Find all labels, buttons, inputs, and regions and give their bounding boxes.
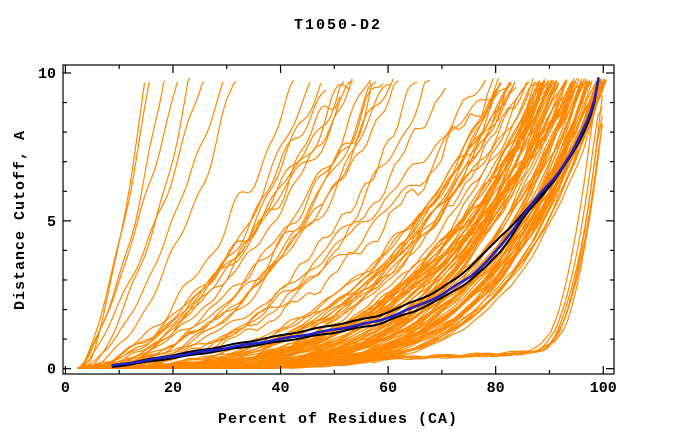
y-tick-label: 10 xyxy=(38,66,56,83)
model-black-upper-curve xyxy=(111,77,600,367)
ensemble-curve xyxy=(85,82,146,369)
axis-ticks xyxy=(63,65,614,374)
ensemble-curve xyxy=(77,89,327,369)
model-blue-curve xyxy=(111,77,600,367)
x-tick-label: 20 xyxy=(164,380,182,397)
ensemble-curve xyxy=(81,81,224,369)
ensemble-curve xyxy=(77,80,166,369)
ensemble-curve xyxy=(83,80,294,369)
ensemble-curve xyxy=(85,81,237,369)
plot-frame xyxy=(62,64,615,375)
ensemble-curve xyxy=(84,82,311,369)
x-tick-label: 100 xyxy=(590,380,617,397)
right-outlier-curve xyxy=(81,123,603,369)
right-outlier-curve xyxy=(81,125,603,367)
x-tick-label: 80 xyxy=(487,380,505,397)
ensemble-curve xyxy=(84,96,341,369)
x-axis-label: Percent of Residues (CA) xyxy=(218,411,458,428)
tick-labels: 0 20 40 60 80 100 0 5 10 xyxy=(38,66,617,397)
model-black-lower-curve xyxy=(111,79,600,368)
ensemble-curve xyxy=(81,81,205,369)
y-tick-label: 0 xyxy=(47,362,56,379)
ensemble-curve xyxy=(79,84,351,369)
ensemble-curve xyxy=(77,81,178,369)
ensemble-curve xyxy=(78,80,354,369)
curves-layer xyxy=(77,77,607,369)
y-axis-label: Distance Cutoff, A xyxy=(12,130,29,310)
chart-title: T1050-D2 xyxy=(294,17,382,34)
ensemble-curve xyxy=(85,77,191,369)
plot-border xyxy=(62,64,615,375)
x-tick-label: 0 xyxy=(61,380,70,397)
right-outlier-curve xyxy=(81,95,603,369)
x-tick-label: 60 xyxy=(379,380,397,397)
x-tick-label: 40 xyxy=(272,380,290,397)
ensemble-curve xyxy=(79,81,150,369)
y-tick-label: 5 xyxy=(47,214,56,231)
